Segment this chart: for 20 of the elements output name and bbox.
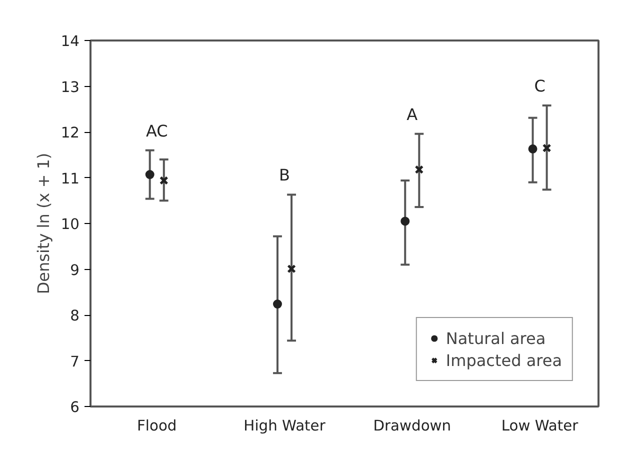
y-tick-label: 7 [70,353,80,370]
x-tick-label: Low Water [501,418,580,434]
y-tick-label: 6 [70,399,80,416]
x-tick-label: Drawdown [373,418,452,434]
y-tick-label: 11 [60,170,80,188]
annotation: AC [146,121,168,140]
x-tick-label: Flood [137,418,177,434]
legend-label: Impacted area [446,350,562,370]
x-tick-label: High Water [244,418,326,434]
y-tick-label: 10 [60,216,80,233]
y-tick-label: 14 [60,33,80,50]
y-axis-title: Density ln (x + 1) [34,152,53,294]
y-tick-label: 12 [60,124,80,142]
annotation: A [406,104,418,124]
annotation: C [534,76,546,96]
legend-label: Natural area [446,328,546,348]
y-tick-label: 9 [70,262,80,279]
y-tick-label: 8 [70,308,80,324]
y-tick-label: 13 [60,78,80,96]
annotation: B [279,166,290,185]
